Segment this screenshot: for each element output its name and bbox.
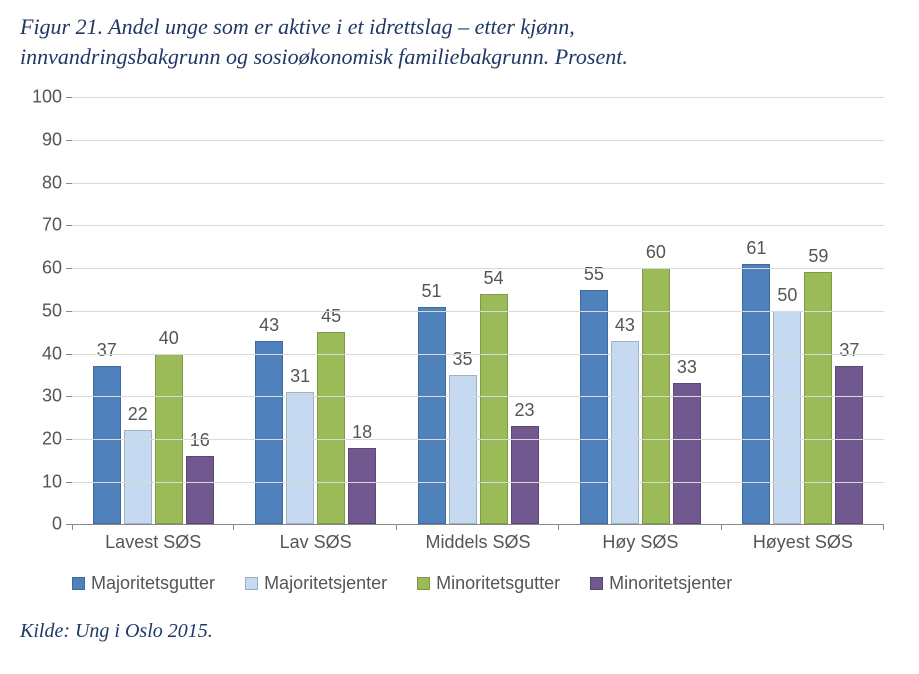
figure-title: Figur 21. Andel unge som er aktive i et … (20, 12, 899, 71)
gridline (72, 354, 884, 355)
legend: Majoritetsgutter Majoritetsjenter Minorite… (72, 573, 899, 594)
legend-label: Minoritetsgutter (436, 573, 560, 594)
bar-value-label: 51 (422, 281, 442, 308)
bar-value-label: 59 (808, 246, 828, 273)
x-axis-label: Lavest SØS (72, 524, 234, 553)
source-text: Kilde: Ung i Oslo 2015. (20, 620, 899, 643)
bar-value-label: 22 (128, 404, 148, 431)
bar-value-label: 43 (615, 315, 635, 342)
bar-value-label: 16 (190, 430, 210, 457)
bar-minoritetsjenter: 33 (673, 383, 701, 524)
bar-majoritetsgutter: 43 (255, 341, 283, 525)
gridline (72, 396, 884, 397)
x-axis-label: Høyest SØS (722, 524, 884, 553)
legend-swatch (590, 577, 603, 590)
x-axis-label: Middels SØS (397, 524, 559, 553)
bar-chart: 37224016Lavest SØS43314518Lav SØS5135542… (24, 89, 894, 559)
bar-majoritetsjenter: 50 (773, 311, 801, 525)
bar-majoritetsgutter: 55 (580, 290, 608, 525)
plot-area: 37224016Lavest SØS43314518Lav SØS5135542… (72, 97, 884, 525)
gridline (72, 482, 884, 483)
bar-minoritetsjenter: 18 (348, 448, 376, 525)
gridline (72, 439, 884, 440)
legend-item-majoritetsgutter: Majoritetsgutter (72, 573, 215, 594)
y-axis-label: 60 (42, 258, 72, 279)
bar-majoritetsjenter: 31 (286, 392, 314, 524)
legend-swatch (417, 577, 430, 590)
figure-title-line2: innvandringsbakgrunn og sosioøkonomisk f… (20, 44, 628, 69)
bar-majoritetsgutter: 51 (418, 307, 446, 525)
bar-value-label: 23 (515, 400, 535, 427)
bar-minoritetsgutter: 45 (317, 332, 345, 524)
gridline (72, 97, 884, 98)
y-axis-label: 10 (42, 471, 72, 492)
gridline (72, 225, 884, 226)
legend-label: Majoritetsgutter (91, 573, 215, 594)
bar-minoritetsjenter: 37 (835, 366, 863, 524)
gridline (72, 140, 884, 141)
y-axis-label: 40 (42, 343, 72, 364)
y-axis-label: 20 (42, 428, 72, 449)
legend-label: Minoritetsjenter (609, 573, 732, 594)
bar-minoritetsjenter: 16 (186, 456, 214, 524)
bar-minoritetsgutter: 54 (480, 294, 508, 525)
bar-value-label: 43 (259, 315, 279, 342)
legend-swatch (245, 577, 258, 590)
bar-value-label: 60 (646, 242, 666, 269)
bar-value-label: 33 (677, 357, 697, 384)
bar-minoritetsjenter: 23 (511, 426, 539, 524)
bar-majoritetsgutter: 37 (93, 366, 121, 524)
legend-item-majoritetsjenter: Majoritetsjenter (245, 573, 387, 594)
bar-value-label: 31 (290, 366, 310, 393)
figure-title-line1: Figur 21. Andel unge som er aktive i et … (20, 14, 575, 39)
legend-label: Majoritetsjenter (264, 573, 387, 594)
bar-majoritetsjenter: 35 (449, 375, 477, 524)
bar-majoritetsjenter: 43 (611, 341, 639, 525)
bar-value-label: 54 (484, 268, 504, 295)
legend-item-minoritetsjenter: Minoritetsjenter (590, 573, 732, 594)
gridline (72, 311, 884, 312)
gridline (72, 268, 884, 269)
legend-swatch (72, 577, 85, 590)
legend-item-minoritetsgutter: Minoritetsgutter (417, 573, 560, 594)
y-axis-label: 30 (42, 386, 72, 407)
y-axis-label: 90 (42, 130, 72, 151)
bar-value-label: 50 (777, 285, 797, 312)
bar-majoritetsjenter: 22 (124, 430, 152, 524)
y-axis-label: 0 (52, 514, 72, 535)
y-axis-label: 50 (42, 300, 72, 321)
y-axis-label: 80 (42, 172, 72, 193)
x-axis-label: Høy SØS (559, 524, 721, 553)
bar-majoritetsgutter: 61 (742, 264, 770, 524)
bar-value-label: 18 (352, 422, 372, 449)
bar-value-label: 40 (159, 328, 179, 355)
y-axis-label: 100 (32, 87, 72, 108)
x-axis-label: Lav SØS (234, 524, 396, 553)
gridline (72, 183, 884, 184)
y-axis-label: 70 (42, 215, 72, 236)
bar-value-label: 61 (746, 238, 766, 265)
